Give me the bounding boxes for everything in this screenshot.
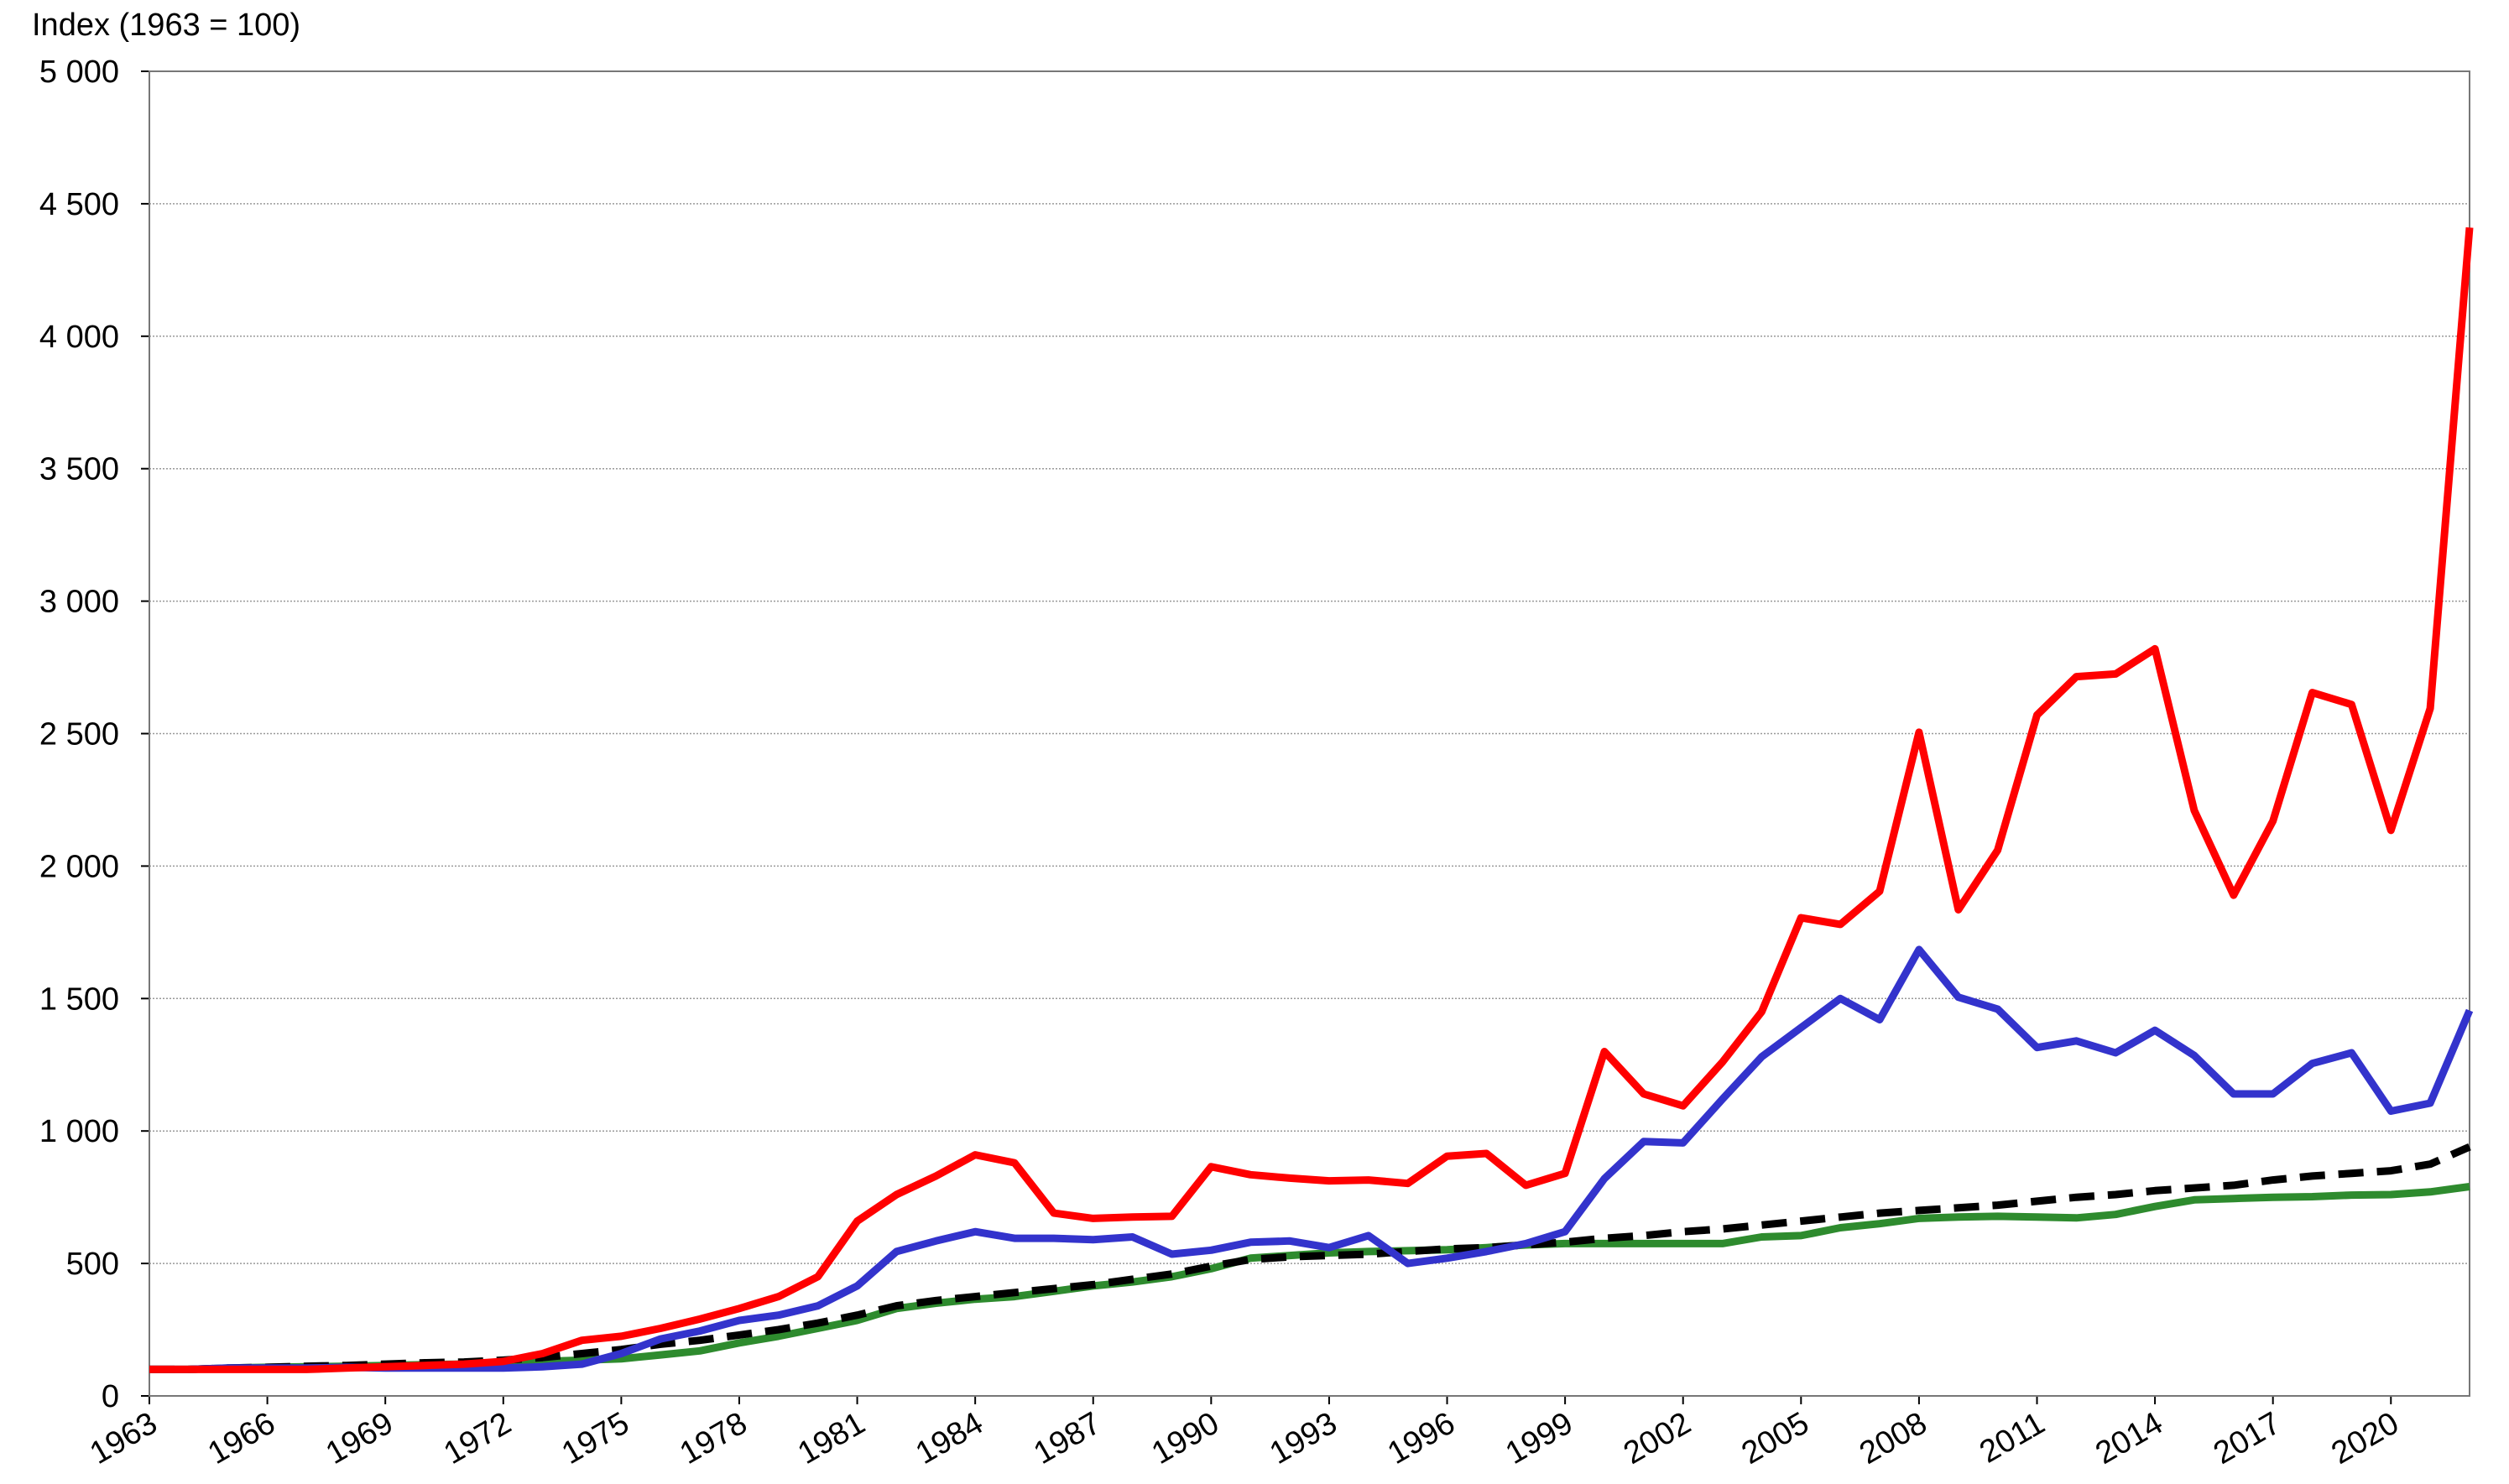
series-line <box>149 945 2474 1373</box>
x-tick-label: 1972 <box>438 1405 517 1471</box>
x-tick-label: 1978 <box>674 1405 753 1471</box>
x-tick-label: 2002 <box>1618 1405 1697 1471</box>
x-tick-label: 1984 <box>910 1405 988 1471</box>
x-tick-label: 1990 <box>1146 1405 1225 1471</box>
x-tick-label: 1999 <box>1500 1405 1578 1471</box>
y-tick-label: 2 500 <box>39 717 119 752</box>
y-tick-label: 0 <box>102 1379 119 1414</box>
x-tick-label: 2011 <box>1974 1405 2051 1470</box>
x-tick-label: 2005 <box>1736 1405 1815 1471</box>
plot-frame <box>149 70 2470 1397</box>
series-line <box>149 227 2474 1373</box>
x-tick-label: 1993 <box>1264 1405 1343 1471</box>
y-tick-label: 3 500 <box>39 452 119 487</box>
y-tick-label: 2 000 <box>39 849 119 884</box>
axis-title: Index (1963 = 100) <box>32 8 300 43</box>
y-tick-label: 3 000 <box>39 585 119 620</box>
x-tick-label: 2014 <box>2089 1405 2168 1471</box>
y-tick-label: 4 500 <box>39 187 119 222</box>
x-tick-label: 1981 <box>792 1405 871 1471</box>
x-tick-label: 2008 <box>1854 1405 1933 1471</box>
x-tick-label: 1975 <box>556 1405 635 1471</box>
y-tick-label: 1 000 <box>39 1114 119 1149</box>
y-tick-label: 500 <box>66 1247 119 1282</box>
y-tick-label: 4 000 <box>39 320 119 355</box>
x-tick-label: 2017 <box>2208 1405 2287 1471</box>
x-tick-label: 1966 <box>202 1405 281 1471</box>
x-tick-label: 1996 <box>1382 1405 1461 1471</box>
y-tick-label: 5 000 <box>39 55 119 90</box>
x-tick-label: 1969 <box>320 1405 399 1471</box>
x-tick-label: 1987 <box>1028 1405 1107 1471</box>
x-tick-label: 1963 <box>84 1405 163 1471</box>
series-line <box>149 1183 2470 1373</box>
y-tick-label: 1 500 <box>39 982 119 1017</box>
x-tick-label: 2020 <box>2326 1405 2405 1471</box>
